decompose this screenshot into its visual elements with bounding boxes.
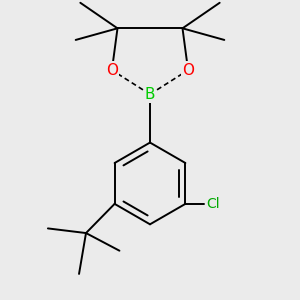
Text: O: O [182,63,194,78]
Text: B: B [145,87,155,102]
Text: Cl: Cl [206,197,220,211]
Text: O: O [106,63,118,78]
